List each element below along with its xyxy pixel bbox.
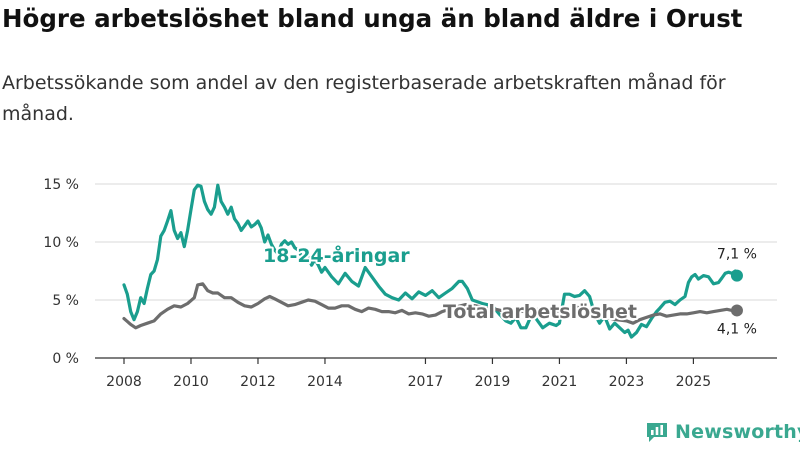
end-point-youth (730, 269, 743, 282)
series-labels: 18-24-åringar Total arbetslöshet 7,1 % 4,1 … (261, 241, 758, 339)
series-label-total: Total arbetslöshet (443, 301, 637, 323)
x-tick-label: 2010 (173, 374, 209, 390)
series-lines (122, 183, 743, 339)
y-axis-labels: 0 % 5 % 10 % 15 % (43, 177, 79, 367)
x-tick-label: 2008 (106, 374, 142, 390)
x-axis: 2008 2010 2012 2014 2017 2019 2021 2023 2025 (95, 357, 777, 390)
y-tick-label: 15 % (43, 177, 79, 193)
x-tick-label: 2025 (676, 374, 712, 390)
x-tick-label: 2019 (475, 374, 511, 390)
x-tick-label: 2012 (240, 374, 276, 390)
newsworthy-logo-icon (647, 423, 667, 442)
x-tick-label: 2017 (408, 374, 444, 390)
x-tick-label: 2023 (609, 374, 645, 390)
x-tick-label: 2021 (542, 374, 578, 390)
chart-subtitle: Arbetssökande som andel av den registerb… (2, 72, 726, 125)
line-chart: 0 %5 %10 %15 % 2008 2010 2012 2014 2017 2019 2… (43, 177, 777, 390)
series-line-total (122, 282, 739, 330)
series-line-youth (122, 183, 739, 339)
end-value-total: 4,1 % (717, 321, 757, 337)
y-tick-label: 0 % (52, 351, 79, 367)
series-label-youth: 18-24-åringar (263, 243, 410, 267)
grid-lines (95, 183, 777, 301)
chart-title: Högre arbetslöshet bland unga än bland ä… (2, 4, 743, 33)
y-tick-label: 10 % (43, 235, 79, 251)
y-tick-label: 5 % (52, 293, 79, 309)
end-point-total (730, 304, 743, 317)
newsworthy-logo: Newsworthy (645, 420, 800, 444)
brand-name: Newsworthy (675, 421, 800, 443)
end-value-youth: 7,1 % (717, 247, 757, 263)
x-tick-label: 2014 (307, 374, 343, 390)
